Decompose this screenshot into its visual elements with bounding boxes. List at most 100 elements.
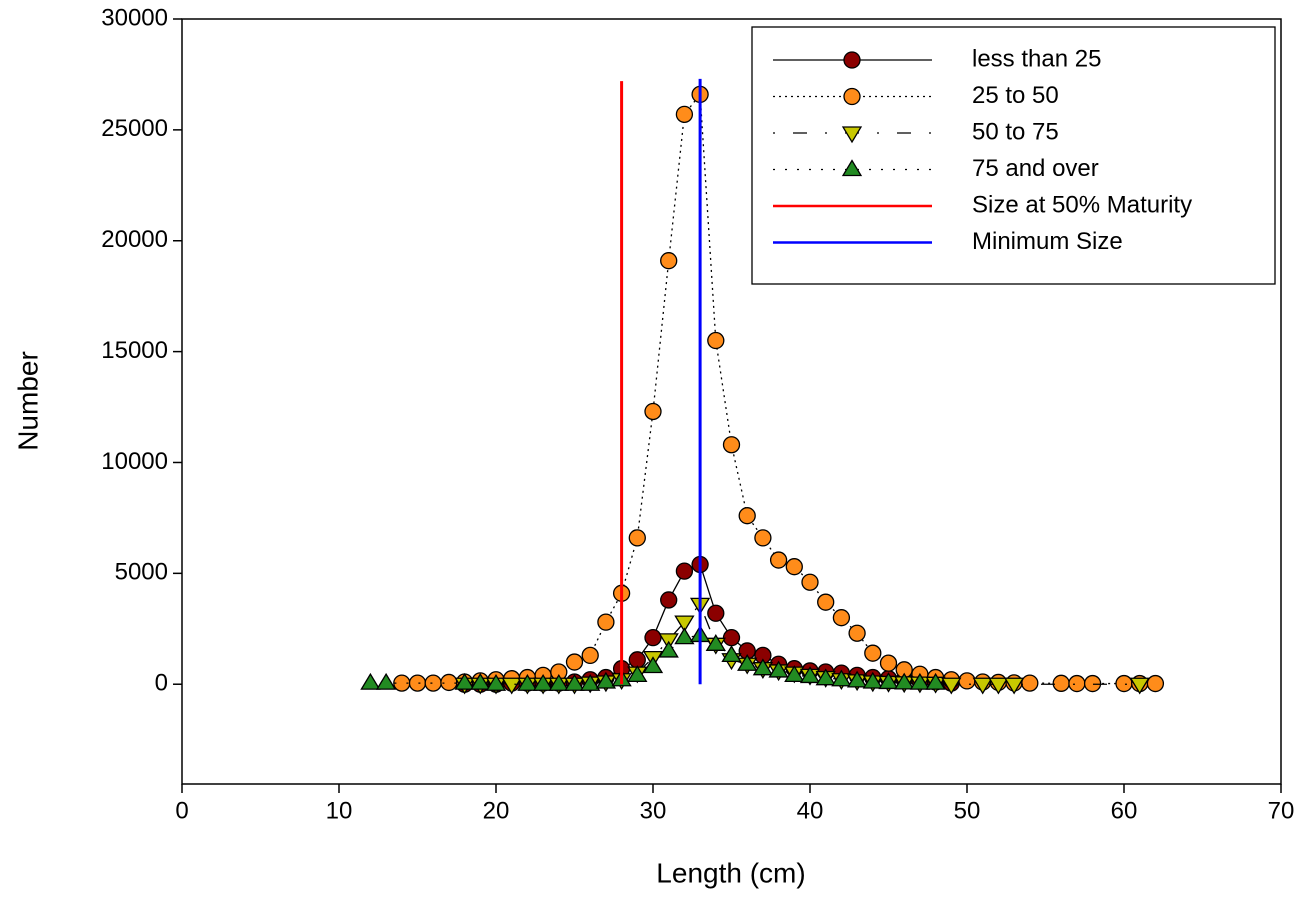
marker bbox=[799, 666, 821, 684]
marker bbox=[894, 672, 915, 690]
y-tick-label: 20000 bbox=[101, 226, 168, 253]
legend-label: 50 to 75 bbox=[972, 118, 1059, 145]
marker bbox=[832, 609, 851, 627]
legend-box bbox=[751, 26, 1276, 285]
x-tick-label: 40 bbox=[797, 797, 824, 824]
marker bbox=[501, 677, 522, 695]
legend-marker bbox=[841, 159, 863, 177]
marker bbox=[815, 668, 836, 686]
marker bbox=[707, 331, 725, 350]
y-tick-label: 15000 bbox=[101, 337, 168, 364]
marker bbox=[375, 672, 397, 690]
marker bbox=[769, 551, 788, 569]
marker bbox=[675, 562, 694, 580]
marker bbox=[1146, 674, 1165, 693]
marker bbox=[846, 670, 868, 688]
marker bbox=[909, 672, 931, 690]
series-line bbox=[370, 634, 936, 685]
marker bbox=[705, 634, 726, 651]
marker bbox=[722, 629, 741, 647]
marker bbox=[440, 673, 458, 692]
series-line bbox=[464, 603, 1140, 685]
y-tick-label: 10000 bbox=[101, 448, 168, 475]
marker bbox=[1083, 674, 1102, 693]
marker bbox=[864, 644, 882, 662]
y-tick-label: 30000 bbox=[101, 4, 168, 31]
marker bbox=[1003, 677, 1025, 695]
legend-label: 25 to 50 bbox=[972, 82, 1059, 109]
marker bbox=[722, 436, 741, 454]
x-tick-label: 30 bbox=[640, 797, 667, 824]
marker bbox=[674, 627, 695, 645]
marker bbox=[1021, 674, 1039, 692]
marker bbox=[642, 656, 664, 674]
marker bbox=[424, 674, 442, 692]
marker bbox=[658, 640, 679, 658]
marker bbox=[831, 669, 852, 687]
marker bbox=[754, 529, 772, 547]
marker bbox=[941, 677, 962, 695]
marker bbox=[988, 677, 1009, 695]
marker bbox=[675, 105, 694, 123]
marker bbox=[925, 672, 946, 690]
marker bbox=[565, 653, 584, 671]
x-tick-label: 20 bbox=[483, 797, 510, 824]
marker bbox=[627, 665, 648, 682]
marker bbox=[801, 573, 819, 591]
y-axis-label: Number bbox=[12, 351, 43, 451]
legend-marker bbox=[841, 126, 863, 144]
marker bbox=[532, 673, 554, 691]
marker bbox=[1068, 674, 1086, 693]
legend-label: Minimum Size bbox=[972, 228, 1123, 255]
legend-label: Size at 50% Maturity bbox=[972, 191, 1192, 218]
marker bbox=[597, 613, 615, 631]
marker bbox=[1052, 674, 1070, 692]
marker bbox=[878, 672, 899, 690]
x-tick-label: 70 bbox=[1268, 797, 1295, 824]
marker bbox=[1115, 674, 1133, 693]
marker bbox=[738, 507, 756, 525]
marker bbox=[848, 624, 866, 642]
marker bbox=[707, 604, 725, 622]
marker bbox=[660, 591, 678, 609]
legend-marker bbox=[843, 87, 861, 106]
marker bbox=[972, 677, 993, 695]
marker bbox=[548, 673, 569, 691]
y-tick-label: 5000 bbox=[115, 559, 168, 586]
marker bbox=[879, 654, 898, 672]
legend-label: 75 and over bbox=[972, 155, 1099, 182]
x-axis-label: Length (cm) bbox=[656, 857, 805, 888]
marker bbox=[721, 645, 742, 663]
marker bbox=[517, 673, 538, 691]
marker bbox=[470, 672, 491, 690]
marker bbox=[408, 674, 427, 692]
marker bbox=[595, 671, 617, 689]
marker bbox=[862, 671, 883, 689]
y-tick-label: 0 bbox=[155, 670, 168, 697]
x-tick-label: 60 bbox=[1111, 797, 1138, 824]
marker bbox=[785, 558, 803, 576]
marker bbox=[768, 660, 789, 678]
marker bbox=[660, 252, 678, 270]
marker bbox=[644, 402, 662, 421]
plot-frame bbox=[181, 18, 1282, 785]
marker bbox=[485, 673, 507, 691]
marker bbox=[644, 629, 662, 647]
marker bbox=[628, 529, 646, 547]
marker bbox=[581, 646, 599, 665]
y-tick-label: 25000 bbox=[101, 115, 168, 142]
marker bbox=[784, 665, 805, 682]
marker bbox=[958, 672, 976, 690]
marker bbox=[737, 653, 758, 671]
marker bbox=[817, 593, 835, 611]
marker bbox=[564, 673, 585, 691]
marker bbox=[674, 615, 695, 633]
x-tick-label: 10 bbox=[326, 797, 353, 824]
legend-label: less than 25 bbox=[972, 45, 1101, 72]
legend-marker bbox=[843, 51, 861, 69]
marker bbox=[580, 673, 601, 691]
marker bbox=[1129, 677, 1150, 695]
marker bbox=[454, 672, 475, 690]
